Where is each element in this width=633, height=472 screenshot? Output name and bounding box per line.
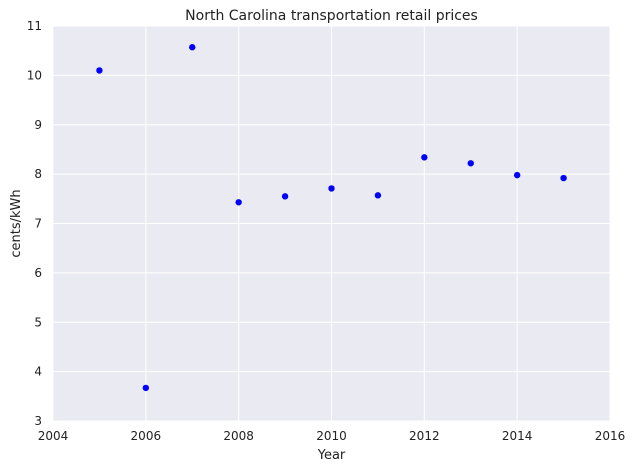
chart-title: North Carolina transportation retail pri…	[185, 8, 478, 24]
x-axis-label: Year	[317, 448, 346, 463]
x-tick-label: 2012	[409, 429, 440, 443]
y-tick-label: 3	[34, 414, 42, 428]
x-tick-label: 2008	[223, 429, 254, 443]
data-point	[513, 171, 521, 179]
y-tick-label: 4	[34, 365, 42, 379]
data-point	[189, 44, 196, 51]
data-point	[235, 199, 242, 206]
x-tick-label: 2010	[316, 429, 347, 443]
x-tick-label: 2006	[131, 429, 162, 443]
y-tick-label: 11	[27, 19, 42, 33]
data-point	[328, 185, 335, 192]
y-tick-label: 9	[34, 118, 42, 132]
y-tick-labels: 3 4 5 6 7 8 9 10 11	[27, 19, 42, 428]
y-tick-label: 8	[34, 167, 42, 181]
y-axis-label: cents/kWh	[9, 189, 24, 257]
x-tick-label: 2004	[38, 429, 69, 443]
data-point	[560, 174, 567, 182]
data-points	[96, 44, 567, 392]
grid	[52, 25, 611, 422]
y-tick-label: 5	[34, 315, 42, 329]
x-tick-label: 2016	[595, 429, 626, 443]
data-point	[96, 67, 103, 74]
data-point	[421, 154, 428, 161]
y-tick-label: 10	[27, 68, 42, 82]
data-point	[142, 384, 150, 392]
data-point	[281, 193, 289, 200]
data-point	[374, 192, 382, 199]
x-tick-labels: 2004 2006 2008 2010 2012 2014 2016	[38, 429, 626, 443]
x-tick-label: 2014	[502, 429, 533, 443]
y-tick-label: 6	[34, 266, 42, 280]
data-point	[467, 160, 474, 167]
y-tick-label: 7	[34, 217, 42, 231]
